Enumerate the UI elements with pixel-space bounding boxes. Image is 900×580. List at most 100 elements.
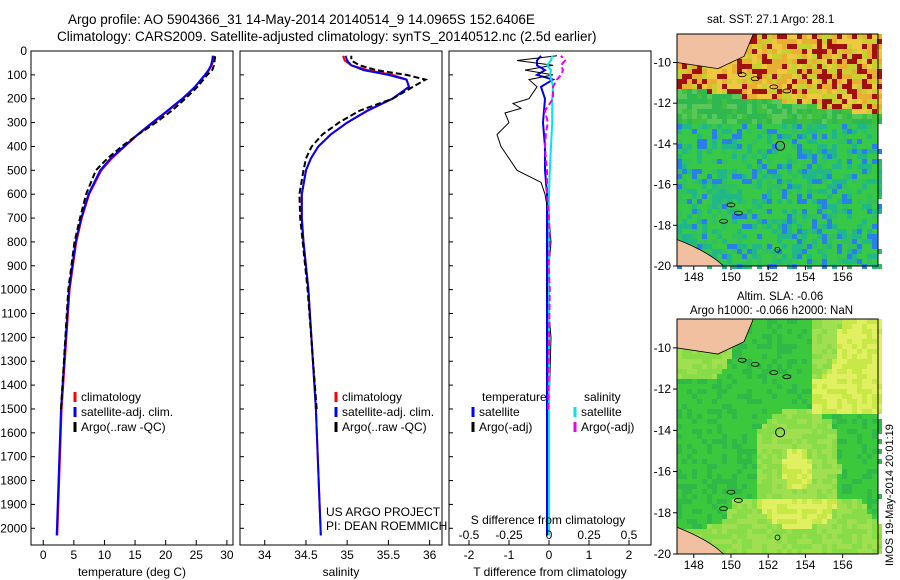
sst-map-cell (762, 34, 767, 39)
sla-map-cell (857, 544, 862, 549)
sst-map-cell (777, 69, 782, 74)
sst-map-cell (697, 134, 702, 139)
sla-map-cell (852, 519, 857, 524)
sla-map-cell (827, 499, 832, 504)
sst-map-cell (807, 119, 812, 124)
sla-map-cell (797, 549, 802, 554)
sst-map-cell (802, 169, 807, 174)
sst-map-cell (692, 84, 697, 89)
sla-map-cell (787, 469, 792, 474)
sst-map-cell (682, 179, 687, 184)
sst-map-cell (767, 169, 772, 174)
sla-map-cell (817, 549, 822, 554)
sst-map-cell (697, 119, 702, 124)
sst-map-cell (707, 104, 712, 109)
sst-map-cell (802, 64, 807, 69)
sla-map-cell (802, 454, 807, 459)
sst-map-cell (802, 84, 807, 89)
temperature-frame (30, 50, 234, 546)
sst-map-cell (767, 249, 772, 254)
sla-map-cell (847, 324, 852, 329)
sla-map-cell (802, 539, 807, 544)
sst-map-cell (822, 149, 827, 154)
sla-map-cell (787, 424, 792, 429)
sla-map-cell (677, 374, 682, 379)
sla-map-cell (857, 499, 862, 504)
sst-map-cell (752, 49, 757, 54)
sla-map-cell (797, 434, 802, 439)
sla-map-cell (792, 409, 797, 414)
sst-map-cell (742, 104, 747, 109)
sla-map-cell (782, 439, 787, 444)
sla-map-cell (827, 354, 832, 359)
sst-map-cell (747, 259, 752, 264)
sla-map-cell (782, 529, 787, 534)
sla-map-cell (712, 374, 717, 379)
sla-map-cell (877, 549, 882, 554)
sst-map-cell (877, 74, 882, 79)
sst-map-cell (817, 119, 822, 124)
sla-map-cell (812, 344, 817, 349)
sst-map-cell (822, 179, 827, 184)
sla-map-cell (682, 489, 687, 494)
sst-map-cell (727, 79, 732, 84)
sst-map-cell (837, 34, 842, 39)
sst-map-cell (692, 244, 697, 249)
sla-map-cell (722, 389, 727, 394)
sla-map-cell (772, 329, 777, 334)
sla-map-cell (877, 449, 882, 454)
sst-map-cell (677, 84, 682, 89)
sla-map-cell (757, 504, 762, 509)
sla-map-cell (827, 464, 832, 469)
sla-map-cell (822, 364, 827, 369)
sst-map-cell (857, 229, 862, 234)
sst-map-cell (832, 129, 837, 134)
sla-map-cell (862, 374, 867, 379)
sla-map-cell (832, 494, 837, 499)
sla-map-cell (797, 474, 802, 479)
sla-map-cell (817, 359, 822, 364)
sst-map-cell (737, 234, 742, 239)
sst-map-cell (857, 224, 862, 229)
sst-map-cell (787, 164, 792, 169)
sst-map-cell (872, 69, 877, 74)
sst-map-cell (802, 234, 807, 239)
sla-map-cell (777, 384, 782, 389)
sst-map-cell (852, 44, 857, 49)
sst-map-cell (822, 119, 827, 124)
sst-map-cell (822, 159, 827, 164)
sst-map-cell (812, 94, 817, 99)
sst-map-cell (822, 209, 827, 214)
sst-map-cell (762, 104, 767, 109)
sla-map-cell (877, 329, 882, 334)
sst-map-cell (697, 74, 702, 79)
sst-map-cell (807, 69, 812, 74)
sla-map-cell (812, 469, 817, 474)
sla-map-cell (782, 444, 787, 449)
sst-map-cell (712, 169, 717, 174)
sst-map-cell (842, 259, 847, 264)
sla-map-cell (802, 429, 807, 434)
sla-map-cell (852, 349, 857, 354)
sst-map-cell (687, 124, 692, 129)
sst-map-cell (787, 49, 792, 54)
sla-map-cell (832, 374, 837, 379)
sst-map-cell (817, 124, 822, 129)
sla-map-cell (762, 354, 767, 359)
sst-map-cell (832, 209, 837, 214)
sla-map-cell (787, 519, 792, 524)
sla-map-cell (762, 334, 767, 339)
sla-map-cell (737, 534, 742, 539)
sst-map-cell (807, 84, 812, 89)
depth-tick-label: 500 (7, 163, 27, 177)
sla-map-cell (857, 384, 862, 389)
sst-map-cell (872, 239, 877, 244)
sla-map-cell (707, 514, 712, 519)
sst-map-cell (747, 79, 752, 84)
sla-map-cell (772, 539, 777, 544)
sst-map-cell (682, 189, 687, 194)
salinity-xlabel: salinity (323, 565, 360, 579)
sla-map-cell (782, 484, 787, 489)
sst-map-cell (757, 214, 762, 219)
sla-map-cell (857, 509, 862, 514)
